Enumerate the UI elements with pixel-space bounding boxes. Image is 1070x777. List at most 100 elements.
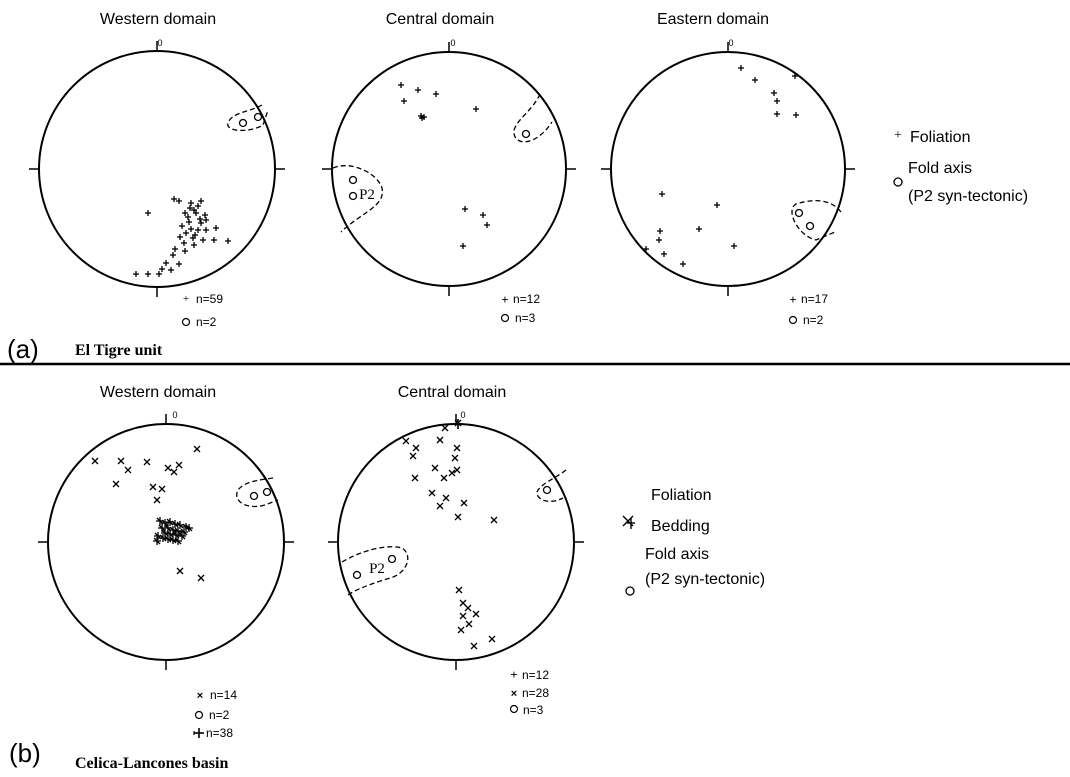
cross-marker: [143, 458, 151, 466]
cross-marker: [158, 485, 166, 493]
cross-marker: [454, 513, 462, 521]
plus-marker: [182, 248, 188, 254]
circle-symbol: [181, 317, 191, 327]
foliation-points: [402, 419, 498, 650]
plus-marker: [433, 91, 439, 97]
cross-marker: [164, 464, 172, 472]
plus-marker: [188, 226, 194, 232]
legend-fold-axis-symbol: [893, 177, 903, 187]
legend-foliation-bedding-symbol: [622, 515, 635, 529]
plus-marker: [192, 232, 198, 238]
plus-marker: [484, 222, 490, 228]
plus-marker: [213, 225, 219, 231]
plus-marker: [145, 210, 151, 216]
cross-marker: [436, 502, 444, 510]
legend-a: + Foliation Fold axis (P2 syn-tectonic): [893, 128, 1028, 205]
cross-marker: [464, 604, 472, 612]
plus-marker: [696, 226, 702, 232]
p2-label: P2: [369, 561, 385, 577]
plus-marker: [187, 205, 193, 211]
net-primitive-circle: [38, 50, 276, 288]
plus-marker: [752, 77, 758, 83]
count-label: n=14: [210, 688, 237, 702]
net-north-label: 0: [172, 410, 177, 420]
bedding-marker: [174, 537, 182, 545]
plus-marker: [156, 271, 162, 277]
count-label: n=38: [206, 726, 233, 740]
count-label: n=2: [209, 708, 230, 722]
net-ticks: [38, 414, 294, 670]
plus-marker: [657, 228, 663, 234]
cross-marker: [455, 586, 463, 594]
plus-marker: [200, 237, 206, 243]
net-b-central: Central domain 0 P2 + n=12 × n=28: [328, 384, 584, 717]
fold-axis-dashed-outline: [536, 469, 567, 502]
net-counts: + n=12 n=3: [500, 292, 540, 325]
fold-axis-points: [249, 487, 272, 501]
cross-marker: [448, 469, 456, 477]
plus-marker: [659, 191, 665, 197]
net-title: Eastern domain: [657, 11, 769, 28]
cross-symbol: ×: [511, 688, 517, 700]
cross-marker: [153, 496, 161, 504]
net-primitive-circle: [331, 51, 567, 287]
plus-marker: [731, 243, 737, 249]
net-title: Western domain: [100, 384, 216, 401]
plus-bold-symbol: +: [501, 292, 508, 307]
plus-marker: [188, 200, 194, 206]
legend-bedding-label: Bedding: [651, 518, 710, 535]
legend-foliation-label: Foliation: [651, 487, 711, 504]
bedding-marker: [171, 520, 179, 528]
cross-marker: [453, 444, 461, 452]
bedding-marker: [169, 536, 177, 544]
cross-marker: [428, 489, 436, 497]
plus-marker: [179, 223, 185, 229]
fold-axis-points: [348, 129, 531, 201]
plus-marker: [183, 230, 189, 236]
plus-marker: [202, 212, 208, 218]
plus-marker: [211, 237, 217, 243]
fold-axis-points: [352, 485, 552, 580]
net-north-label: 0: [157, 38, 162, 48]
legend-fold-axis-label: Fold axis: [645, 546, 709, 563]
cross-marker: [451, 454, 459, 462]
cross-marker: [411, 474, 419, 482]
net-north-label: 0: [460, 410, 465, 420]
legend-fold-axis-sublabel: (P2 syn-tectonic): [645, 571, 765, 588]
cross-marker: [175, 461, 183, 469]
plus-symbol: +: [183, 293, 189, 305]
count-label: n=59: [196, 292, 223, 306]
bedding-marker: [161, 529, 169, 537]
plus-marker: [460, 243, 466, 249]
net-ticks: [601, 42, 855, 296]
circle-symbol: [194, 710, 204, 720]
panel-b: Western domain 0 × n=14 n=2: [9, 384, 765, 772]
circle-symbol: [509, 704, 519, 714]
cross-marker: [193, 445, 201, 453]
plus-marker: [159, 266, 165, 272]
cross-marker: [488, 635, 496, 643]
fold-axis-points: [794, 208, 815, 231]
circle-symbol: [788, 315, 798, 325]
fold-axis-dashed-outline: [236, 477, 279, 508]
cross-marker: [440, 474, 448, 482]
plus-marker: [168, 267, 174, 273]
cross-marker: [457, 626, 465, 634]
net-primitive-circle: [47, 423, 285, 661]
cross-marker: [412, 444, 420, 452]
net-ticks: [322, 42, 576, 296]
cross-marker: [436, 436, 444, 444]
legend-fold-axis-sublabel: (P2 syn-tectonic): [908, 188, 1028, 205]
plus-marker: [195, 227, 201, 233]
plus-marker: [176, 198, 182, 204]
cross-marker: [465, 620, 473, 628]
legend-foliation-label: Foliation: [910, 129, 970, 146]
plus-marker: [203, 227, 209, 233]
legend-fold-axis-label: Fold axis: [908, 160, 972, 177]
cross-marker: [402, 437, 410, 445]
panel-letter: (a): [7, 334, 39, 364]
cross-marker: [490, 516, 498, 524]
plus-marker: [170, 252, 176, 258]
plus-marker: [421, 114, 427, 120]
